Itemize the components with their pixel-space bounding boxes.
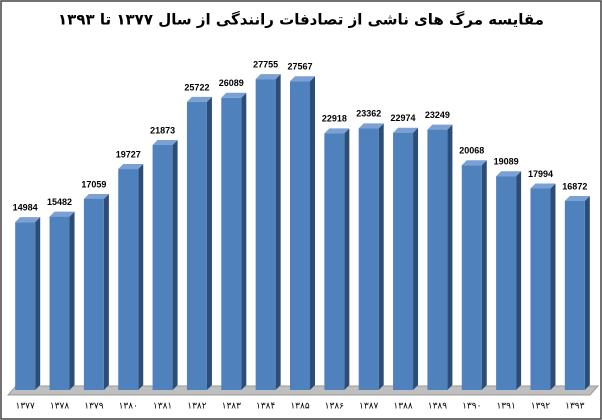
x-tick-label: ۱۳۸۱ <box>153 402 172 412</box>
bar-side <box>172 140 178 390</box>
bar-side <box>206 96 212 390</box>
value-label: 20068 <box>459 146 484 156</box>
bar-top <box>221 92 247 98</box>
bar-top <box>461 160 487 166</box>
x-tick-label: ۱۳۸۰ <box>119 402 138 412</box>
bar <box>255 79 276 391</box>
value-label: 19727 <box>116 149 141 159</box>
bar-side <box>275 74 281 391</box>
bar-top <box>152 140 178 146</box>
bar-top <box>118 164 144 170</box>
bar-side <box>241 92 247 391</box>
bar <box>358 128 379 391</box>
value-label: 15482 <box>47 197 72 207</box>
bar-top <box>324 128 350 134</box>
value-label: 25722 <box>184 82 209 92</box>
bar <box>15 222 36 390</box>
x-tick-label: ۱۳۸۷ <box>359 402 379 412</box>
value-label: 21873 <box>150 125 175 135</box>
bar-side <box>35 217 41 390</box>
bar-top <box>49 211 75 217</box>
bar-side <box>550 183 556 390</box>
bar <box>393 132 414 390</box>
bar-top <box>290 76 315 82</box>
bar-side <box>103 193 109 390</box>
x-tick-label: ۱۳۹۲ <box>531 402 551 412</box>
bar-top <box>358 123 384 129</box>
bar <box>49 216 70 390</box>
x-tick-label: ۱۳۸۸ <box>393 402 413 412</box>
bar <box>427 129 448 390</box>
x-tick-label: ۱۳۸۴ <box>256 402 276 412</box>
bar <box>290 81 310 390</box>
bar-top <box>255 74 281 80</box>
value-label: 23362 <box>356 109 381 119</box>
bar-top <box>186 96 212 102</box>
bar-side <box>447 124 453 390</box>
x-tick-label: ۱۳۸۳ <box>222 402 242 412</box>
bar <box>564 201 585 390</box>
value-label: 19089 <box>494 157 519 167</box>
bar <box>461 165 482 390</box>
x-tick-label: ۱۳۸۲ <box>187 402 207 412</box>
bar-side <box>584 196 590 390</box>
value-label: 27755 <box>253 60 278 70</box>
value-label: 22974 <box>391 113 416 123</box>
bar-top <box>83 193 109 199</box>
value-label: 17059 <box>81 179 106 189</box>
x-tick-label: ۱۳۷۹ <box>84 402 104 412</box>
value-label: 16872 <box>562 181 587 191</box>
x-tick-label: ۱۳۹۱ <box>496 402 515 412</box>
x-tick-label: ۱۳۸۵ <box>290 402 310 412</box>
bar-side <box>413 127 419 391</box>
bar-top <box>427 124 453 130</box>
bar-top <box>15 217 41 223</box>
bar <box>152 145 173 390</box>
value-label: 27567 <box>287 62 312 72</box>
x-tick-label: ۱۳۷۷ <box>16 402 36 412</box>
bar-side <box>310 76 315 390</box>
bar <box>221 97 242 391</box>
bar-side <box>481 160 487 390</box>
x-tick-label: ۱۳۹۳ <box>565 402 585 412</box>
value-label: 14984 <box>13 203 38 213</box>
bar-side <box>69 211 75 390</box>
x-tick-label: ۱۳۷۸ <box>50 402 70 412</box>
bar-side <box>138 164 144 390</box>
x-tick-label: ۱۳۸۹ <box>428 402 448 412</box>
bar-top <box>564 196 590 202</box>
bar <box>118 169 139 390</box>
bar-side <box>344 128 350 390</box>
value-label: 17994 <box>528 169 553 179</box>
bar <box>186 101 207 390</box>
bar-side <box>516 171 522 390</box>
x-tick-label: ۱۳۹۰ <box>462 402 481 412</box>
bar <box>324 133 345 390</box>
value-label: 26089 <box>219 78 244 88</box>
bar-side <box>378 123 384 391</box>
bar <box>83 198 104 390</box>
bar-top <box>530 183 556 189</box>
value-label: 22918 <box>322 114 347 124</box>
bar <box>530 188 551 390</box>
bar-top <box>393 127 419 133</box>
bar-top <box>496 171 522 177</box>
x-tick-label: ۱۳۸۶ <box>325 402 345 412</box>
bar <box>496 176 517 390</box>
chart-title: مقایسه مرگ های ناشی از تصادفات رانندگی ا… <box>58 11 544 29</box>
value-label: 23249 <box>425 110 450 120</box>
